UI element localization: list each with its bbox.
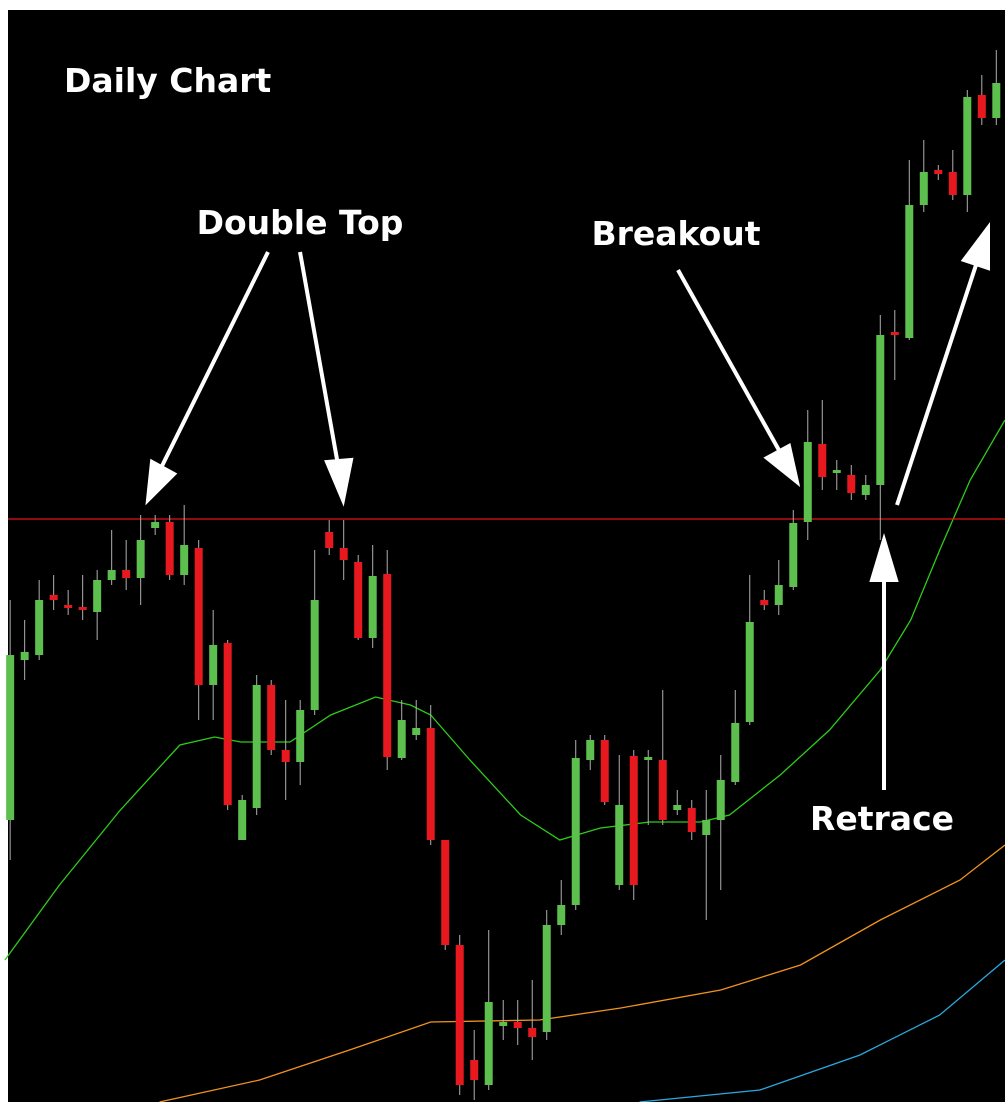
- candle-body: [919, 172, 928, 205]
- arrow: [676, 269, 782, 453]
- candle-body: [716, 780, 725, 820]
- plot-background: [8, 10, 1005, 1102]
- candle-body: [107, 570, 116, 580]
- candle-body: [890, 332, 899, 335]
- candle-body: [629, 756, 638, 885]
- annotation: Breakout: [591, 214, 760, 253]
- candle-body: [165, 522, 174, 575]
- candle-body: [499, 1022, 508, 1026]
- candle-body: [78, 607, 87, 610]
- candle-body: [513, 1022, 522, 1028]
- moving-average: [639, 959, 1005, 1102]
- arrow: [298, 251, 340, 466]
- candle-body: [484, 1002, 493, 1085]
- candle-body: [789, 523, 798, 587]
- candle-body: [963, 97, 972, 195]
- candle-body: [49, 595, 58, 600]
- candle-body: [310, 600, 319, 710]
- candle-body: [542, 925, 551, 1032]
- candle-body: [861, 485, 870, 495]
- candle-body: [426, 728, 435, 840]
- candle-body: [412, 728, 421, 735]
- candle-body: [35, 600, 44, 655]
- candle-body: [818, 444, 827, 477]
- candle-body: [774, 585, 783, 605]
- candle-body: [252, 685, 261, 808]
- candle-body: [122, 570, 131, 578]
- candle-body: [194, 548, 203, 685]
- candle-body: [832, 470, 841, 473]
- candle-body: [644, 757, 653, 760]
- candle-body: [586, 740, 595, 760]
- candle-body: [847, 475, 856, 493]
- candle-body: [441, 840, 450, 945]
- candle-body: [470, 1060, 479, 1080]
- annotation-arrows: [145, 222, 990, 790]
- candle-body: [673, 805, 682, 810]
- candle-body: [948, 172, 957, 195]
- candle-body: [136, 540, 145, 578]
- candle-body: [977, 95, 986, 118]
- candle-body: [93, 580, 102, 612]
- candle-body: [615, 805, 624, 885]
- candle-body: [571, 758, 580, 905]
- candle-body: [557, 905, 566, 925]
- candle-body: [151, 522, 160, 528]
- candle-body: [934, 170, 943, 174]
- candle-body: [238, 800, 247, 840]
- candle-body: [368, 576, 377, 638]
- candle-body: [876, 335, 885, 485]
- candle-body: [745, 622, 754, 722]
- candle-body: [731, 723, 740, 782]
- candle-body: [383, 574, 392, 757]
- annotation: Retrace: [810, 799, 954, 838]
- candle-body: [687, 808, 696, 832]
- arrow-head: [869, 533, 899, 582]
- candle-body: [658, 760, 667, 820]
- annotation: Double Top: [197, 203, 404, 242]
- candle-body: [354, 562, 363, 638]
- candle-body: [6, 655, 15, 820]
- moving-average: [4, 419, 1005, 961]
- moving-average: [159, 844, 1005, 1102]
- candle-body: [223, 643, 232, 805]
- candle-body: [325, 532, 334, 548]
- candle-body: [905, 205, 914, 338]
- arrow-head: [960, 222, 990, 271]
- chart-title: Daily Chart: [64, 61, 272, 100]
- candle-body: [209, 645, 218, 685]
- marks: [4, 50, 1005, 1102]
- candle-body: [64, 605, 73, 608]
- candle-body: [281, 750, 290, 762]
- candle-body: [803, 442, 812, 522]
- arrow: [895, 261, 979, 506]
- arrow-head: [145, 458, 178, 506]
- candle-body: [339, 548, 348, 560]
- arrow: [158, 251, 270, 471]
- candle-body: [600, 740, 609, 802]
- arrow-head: [324, 457, 354, 507]
- candle-body: [760, 600, 769, 605]
- candle-body: [455, 945, 464, 1085]
- candle-body: [180, 545, 189, 575]
- candle-body: [20, 652, 29, 660]
- candle-body: [397, 720, 406, 758]
- candle-body: [992, 83, 1001, 118]
- arrow-head: [763, 442, 801, 488]
- candle-body: [702, 820, 711, 835]
- candle-body: [296, 710, 305, 762]
- candle-body: [267, 685, 276, 750]
- candle-body: [528, 1028, 537, 1037]
